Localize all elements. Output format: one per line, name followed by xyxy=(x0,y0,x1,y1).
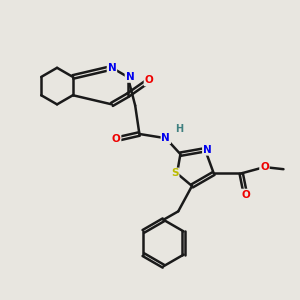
Text: N: N xyxy=(125,72,134,82)
Text: O: O xyxy=(112,134,121,144)
Text: H: H xyxy=(176,124,184,134)
Text: N: N xyxy=(203,145,212,155)
Text: O: O xyxy=(145,76,153,85)
Text: O: O xyxy=(241,190,250,200)
Text: N: N xyxy=(108,63,116,73)
Text: S: S xyxy=(171,168,179,178)
Text: O: O xyxy=(260,162,269,172)
Text: N: N xyxy=(161,133,170,143)
